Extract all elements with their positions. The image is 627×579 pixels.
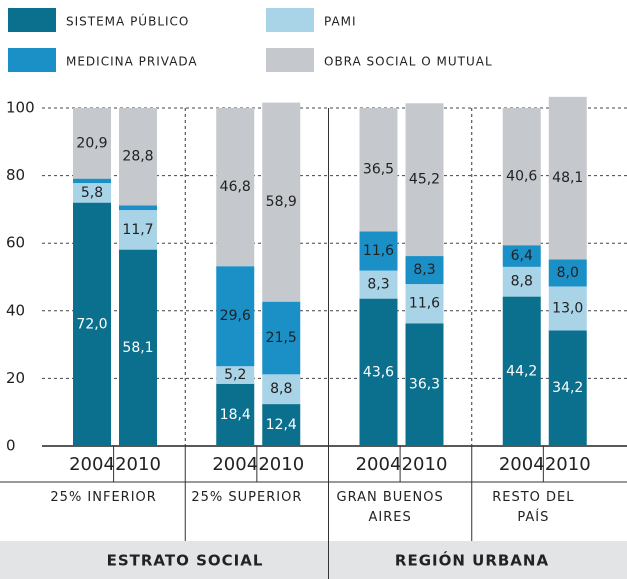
y-tick-label: 20 bbox=[6, 369, 25, 387]
bar-segment bbox=[502, 266, 541, 297]
legend-swatch bbox=[8, 48, 56, 72]
bar-segment bbox=[548, 286, 587, 331]
bar-segment bbox=[216, 266, 255, 367]
value-label: 6,4 bbox=[511, 248, 533, 264]
legend-label: SISTEMA PÚBLICO bbox=[66, 14, 189, 29]
legend-swatch bbox=[266, 48, 314, 72]
bar-segment bbox=[73, 183, 111, 203]
x-tick-label: 2004 bbox=[499, 454, 545, 475]
value-label: 18,4 bbox=[220, 407, 251, 423]
bar-segment bbox=[119, 205, 157, 211]
value-label: 58,9 bbox=[266, 194, 297, 210]
bar-segment bbox=[262, 374, 301, 405]
y-tick-label: 40 bbox=[6, 301, 25, 319]
supergroup-label: ESTRATO SOCIAL bbox=[107, 552, 264, 570]
bar-segment bbox=[216, 108, 255, 267]
bar-segment bbox=[548, 330, 587, 446]
value-label: 11,7 bbox=[122, 222, 153, 238]
bar-segment bbox=[359, 270, 398, 299]
group-label: 25% INFERIOR bbox=[50, 490, 157, 505]
value-label: 20,9 bbox=[76, 135, 107, 151]
value-label: 29,6 bbox=[220, 308, 251, 324]
value-label: 72,0 bbox=[76, 316, 107, 332]
group-label-box: 25% INFERIOR bbox=[50, 490, 157, 505]
bar-segment bbox=[262, 404, 301, 446]
bar-segment bbox=[262, 102, 301, 302]
value-label: 36,5 bbox=[363, 162, 394, 178]
supergroup-label: REGIÓN URBANA bbox=[395, 551, 549, 570]
x-tick-label: 2010 bbox=[402, 454, 448, 475]
value-label: 21,5 bbox=[266, 330, 297, 346]
bar-segment bbox=[216, 366, 255, 384]
value-label: 46,8 bbox=[220, 179, 251, 195]
bar-segment bbox=[502, 245, 541, 267]
y-tick-label: 100 bbox=[6, 99, 35, 117]
value-label: 40,6 bbox=[506, 169, 537, 185]
bar-segment bbox=[405, 323, 444, 446]
value-label: 8,3 bbox=[413, 262, 435, 278]
value-label: 8,8 bbox=[270, 381, 292, 397]
bar-segment bbox=[359, 298, 398, 446]
group-label-box: GRAN BUENOS AIRES bbox=[336, 490, 444, 525]
group-label: RESTO DEL PAÍS bbox=[492, 490, 575, 525]
legend-label: MEDICINA PRIVADA bbox=[66, 55, 198, 69]
legend-swatch bbox=[266, 8, 314, 32]
bar-segment bbox=[216, 383, 255, 446]
value-label: 45,2 bbox=[409, 172, 440, 188]
bar-segment bbox=[359, 231, 398, 271]
bar-segment bbox=[119, 249, 157, 446]
value-label: 8,0 bbox=[557, 265, 579, 281]
bar-segment bbox=[119, 108, 157, 206]
bar-segment bbox=[502, 108, 541, 246]
value-label: 5,2 bbox=[224, 367, 246, 383]
y-tick-label: 60 bbox=[6, 234, 25, 252]
value-label: 11,6 bbox=[363, 243, 394, 259]
value-label: 44,2 bbox=[506, 363, 537, 379]
group-label-box: 25% SUPERIOR bbox=[191, 490, 303, 505]
bar-segment bbox=[119, 210, 157, 250]
x-tick-label: 2004 bbox=[69, 454, 115, 475]
value-label: 28,8 bbox=[122, 149, 153, 165]
legend-label: PAMI bbox=[324, 15, 357, 29]
legend-label: OBRA SOCIAL O MUTUAL bbox=[324, 55, 493, 69]
value-label: 8,8 bbox=[511, 274, 533, 290]
x-tick-label: 2010 bbox=[115, 454, 161, 475]
x-tick-label: 2004 bbox=[356, 454, 402, 475]
bar-segment bbox=[262, 301, 301, 375]
value-label: 34,2 bbox=[552, 380, 583, 396]
y-tick-label: 0 bbox=[6, 437, 16, 455]
value-label: 58,1 bbox=[122, 340, 153, 356]
bar-segment bbox=[73, 202, 111, 446]
group-label: GRAN BUENOS AIRES bbox=[336, 490, 444, 525]
bar-segment bbox=[405, 256, 444, 285]
bar-segment bbox=[405, 284, 444, 324]
value-label: 13,0 bbox=[552, 300, 583, 316]
bar-segment bbox=[502, 296, 541, 446]
value-label: 8,3 bbox=[367, 277, 389, 293]
value-label: 11,6 bbox=[409, 296, 440, 312]
value-label: 36,3 bbox=[409, 377, 440, 393]
bar-segment bbox=[548, 259, 587, 287]
bar-segment bbox=[359, 108, 398, 232]
value-label: 43,6 bbox=[363, 364, 394, 380]
value-label: 5,8 bbox=[81, 185, 103, 201]
bar-segment bbox=[548, 96, 587, 260]
group-label-box: RESTO DEL PAÍS bbox=[492, 490, 575, 525]
bar-segment bbox=[73, 108, 111, 179]
supergroup-band bbox=[0, 541, 627, 579]
x-tick-label: 2010 bbox=[258, 454, 304, 475]
x-tick-label: 2004 bbox=[212, 454, 258, 475]
bar-segment bbox=[73, 178, 111, 184]
group-label: 25% SUPERIOR bbox=[191, 490, 303, 505]
y-tick-label: 80 bbox=[6, 166, 25, 184]
x-tick-label: 2010 bbox=[545, 454, 591, 475]
value-label: 48,1 bbox=[552, 170, 583, 186]
bar-segment bbox=[405, 103, 444, 257]
legend-swatch bbox=[8, 8, 56, 32]
value-label: 12,4 bbox=[266, 417, 297, 433]
